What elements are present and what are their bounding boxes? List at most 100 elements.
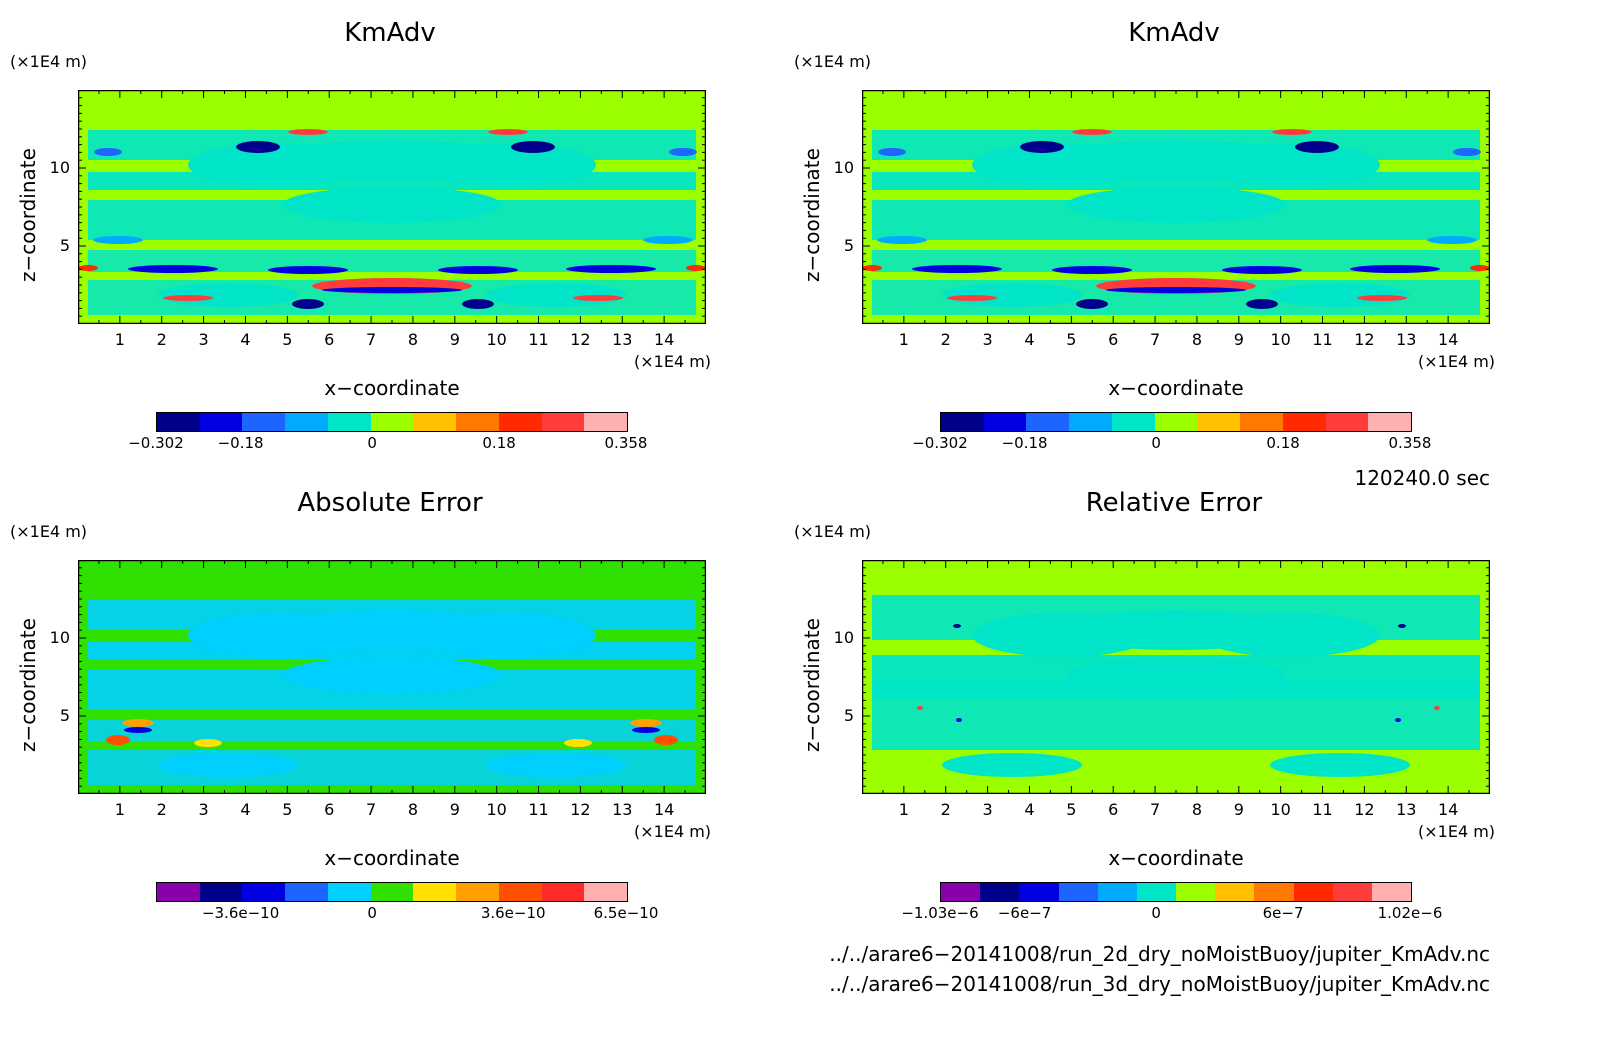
colorbar-segment [1371, 883, 1412, 901]
x-tick-label: 6 [1108, 800, 1119, 819]
x-tick-label: 8 [407, 330, 419, 349]
colorbar [940, 882, 1412, 902]
colorbar-segment [242, 883, 286, 901]
colorbar-segment [456, 883, 499, 901]
field-feature [292, 299, 324, 309]
field-feature [106, 735, 130, 745]
field-feature [947, 295, 997, 301]
colorbar-segment [157, 413, 200, 431]
x-tick-label: 14 [653, 330, 675, 349]
colorbar-segment [157, 883, 200, 901]
field-feature [163, 295, 213, 301]
colorbar-segment [498, 883, 542, 901]
x-tick-label: 11 [528, 800, 549, 819]
field-feature [1357, 295, 1407, 301]
x-tick-label: 13 [612, 800, 633, 819]
chart-title: Relative Error [1085, 488, 1263, 518]
colorbar-label: 0 [1151, 904, 1161, 922]
file-path-2: ../../arare6−20141008/run_3d_dry_noMoist… [829, 972, 1490, 996]
field-feature [1453, 148, 1481, 156]
colorbar-segment [1111, 413, 1155, 431]
field-feature [1052, 266, 1132, 274]
colorbar-label: 0.358 [1388, 434, 1432, 452]
field-lobe [1066, 187, 1286, 223]
field-feature [93, 236, 143, 244]
colorbar-label: 1.02e−6 [1377, 904, 1443, 922]
y-tick-label: 5 [843, 236, 854, 255]
field-feature [953, 624, 961, 628]
field-feature [124, 727, 152, 733]
x-tick-label: 13 [1396, 800, 1417, 819]
field-feature [1072, 129, 1112, 135]
field-feature [1470, 265, 1490, 271]
field-lobe [158, 753, 298, 777]
colorbar-segment [1325, 413, 1369, 431]
colorbar-segment [285, 413, 328, 431]
x-tick-label: 4 [1024, 800, 1035, 819]
colorbar-label: 0.18 [482, 434, 516, 452]
y-unit-label: (×1E4 m) [10, 52, 88, 71]
x-tick-label: 6 [324, 330, 335, 349]
colorbar-label: 6e−7 [1262, 904, 1304, 922]
x-tick-label: 7 [365, 800, 377, 819]
y-tick-label: 10 [49, 158, 70, 177]
field-lobe [486, 283, 626, 307]
field-feature [630, 719, 662, 727]
colorbar-segment [327, 413, 371, 431]
x-tick-label: 8 [1191, 800, 1203, 819]
colorbar-segment [199, 413, 243, 431]
x-tick-label: 10 [486, 330, 507, 349]
colorbar-label: 6.5e−10 [593, 904, 659, 922]
x-tick-label: 9 [449, 800, 460, 819]
x-unit-label: (×1E4 m) [634, 822, 712, 841]
x-tick-label: 8 [407, 800, 419, 819]
field-feature [322, 287, 462, 293]
x-tick-label: 13 [612, 330, 633, 349]
field-feature [268, 266, 348, 274]
chart-title: Absolute Error [297, 488, 483, 518]
colorbar-segment [413, 413, 457, 431]
colorbar-segment [541, 883, 585, 901]
colorbar-segment [584, 413, 628, 431]
field-feature [878, 148, 906, 156]
colorbar-segment [370, 883, 414, 901]
y-unit-label: (×1E4 m) [794, 522, 872, 541]
field-feature [462, 299, 494, 309]
x-tick-label: 14 [1437, 800, 1459, 819]
x-tick-label: 3 [198, 800, 209, 819]
field-feature [564, 739, 592, 747]
field-feature [1350, 265, 1440, 273]
colorbar-segment [1332, 883, 1372, 901]
colorbar [156, 882, 628, 902]
y-tick-label: 5 [843, 706, 854, 725]
x-axis-label: x−coordinate [324, 376, 460, 400]
x-tick-label: 12 [1354, 800, 1375, 819]
x-axis-label: x−coordinate [1108, 376, 1244, 400]
field-feature [488, 129, 528, 135]
field-lobe [272, 610, 512, 650]
field-lobe [1056, 610, 1296, 650]
x-tick-label: 1 [898, 330, 909, 349]
field-feature [669, 148, 697, 156]
colorbar-label: −3.6e−10 [201, 904, 280, 922]
field-feature [1272, 129, 1312, 135]
x-tick-label: 11 [1312, 330, 1333, 349]
x-tick-label: 9 [1233, 330, 1244, 349]
colorbar-segment [1282, 413, 1326, 431]
x-tick-label: 6 [1108, 330, 1119, 349]
colorbar-segment [1368, 413, 1412, 431]
x-tick-label: 2 [156, 800, 167, 819]
x-tick-label: 8 [1191, 330, 1203, 349]
field-feature [1295, 141, 1339, 153]
colorbar-segment [1215, 883, 1255, 901]
field-feature [912, 265, 1002, 273]
field-feature [632, 727, 660, 733]
field-lobe [158, 283, 298, 307]
colorbar-segment [413, 883, 457, 901]
field-lobe [282, 657, 502, 693]
colorbar-segment [498, 413, 542, 431]
colorbar-label: 0 [1151, 434, 1161, 452]
field-feature [1020, 141, 1064, 153]
field-feature [438, 266, 518, 274]
chart-title: KmAdv [1128, 18, 1220, 48]
